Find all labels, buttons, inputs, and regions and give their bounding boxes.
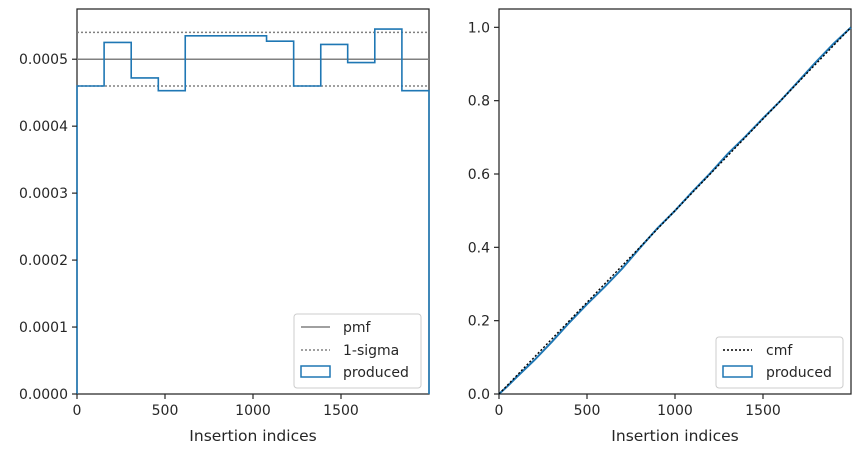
y-tick-label: 0.0000 — [19, 387, 68, 403]
x-tick-label: 1500 — [323, 403, 359, 419]
legend-produced-label: produced — [766, 365, 832, 381]
y-tick-label: 0.0004 — [19, 119, 68, 135]
legend-produced-swatch — [300, 365, 331, 378]
x-tick-label: 1500 — [745, 403, 781, 419]
pmf-histogram-panel: 0 500 1000 1500 0.0000 0.0001 0.0002 0.0003 0.00… — [19, 8, 430, 445]
y-tick-label: 0.8 — [468, 94, 490, 110]
legend-cmf-label: cmf — [766, 343, 793, 359]
x-tick-label: 0 — [73, 403, 82, 419]
y-tick-label: 0.0005 — [19, 52, 68, 68]
legend: cmf produced — [715, 336, 844, 389]
legend-produced-label: produced — [343, 365, 409, 381]
legend-box — [293, 313, 422, 389]
y-tick-label: 0.2 — [468, 314, 490, 330]
y-tick-label: 0.0003 — [19, 186, 68, 202]
cmf-panel: 0 500 1000 1500 0.0 0.2 0.4 0.6 0.8 1.0 Insertion… — [468, 8, 852, 445]
x-axis-label: Insertion indices — [611, 427, 738, 445]
x-tick-label: 1000 — [657, 403, 693, 419]
produced-histogram — [76, 28, 430, 394]
y-tick-label: 0.0001 — [19, 320, 68, 336]
x-tick-label: 1000 — [235, 403, 271, 419]
cmf-line — [498, 26, 852, 395]
x-axis-label: Insertion indices — [189, 427, 316, 445]
y-tick-label: 0.6 — [468, 167, 490, 183]
x-tick-label: 0 — [495, 403, 504, 419]
legend-pmf-label: pmf — [343, 320, 372, 336]
plot-area — [76, 28, 430, 394]
plot-frame — [498, 8, 852, 395]
y-tick-label: 0.0002 — [19, 253, 68, 269]
y-tick-label: 0.4 — [468, 240, 490, 256]
axes: 0 500 1000 1500 0.0 0.2 0.4 0.6 0.8 1.0 — [468, 20, 781, 419]
axes: 0 500 1000 1500 0.0000 0.0001 0.0002 0.0003 0.00… — [19, 52, 359, 419]
x-tick-label: 500 — [152, 403, 179, 419]
legend: pmf 1-sigma produced — [293, 313, 422, 389]
x-tick-label: 500 — [574, 403, 601, 419]
y-tick-label: 0.0 — [468, 387, 490, 403]
plot-area — [498, 26, 852, 395]
legend-sigma-label: 1-sigma — [343, 343, 399, 359]
y-tick-label: 1.0 — [468, 20, 490, 36]
legend-produced-swatch — [722, 365, 753, 378]
